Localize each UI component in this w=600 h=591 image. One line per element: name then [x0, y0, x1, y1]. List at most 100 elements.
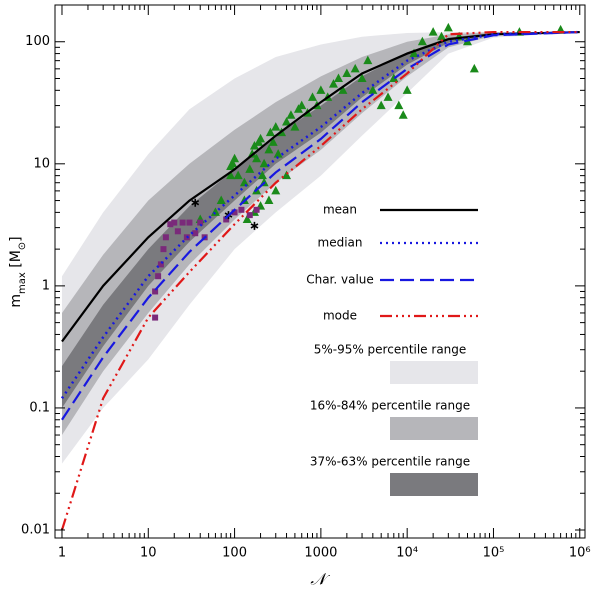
- triangle-point: [290, 122, 300, 131]
- triangle-point: [328, 79, 338, 88]
- legend-swatch: [390, 473, 478, 496]
- square-point: [246, 212, 253, 219]
- y-tick-label: 0.01: [21, 523, 50, 538]
- triangle-point: [333, 73, 343, 82]
- triangle-point: [286, 110, 296, 119]
- square-point: [152, 314, 159, 321]
- y-tick-label: 1: [42, 278, 50, 293]
- x-tick-label: 10⁴: [396, 546, 418, 561]
- x-tick-label: 1: [58, 546, 66, 561]
- plot-frame: [54, 4, 586, 539]
- square-point: [253, 206, 260, 213]
- triangle-point: [297, 100, 307, 110]
- y-tick-label: 0.1: [29, 400, 50, 415]
- triangle-point: [402, 85, 412, 94]
- legend-label: median: [318, 236, 363, 250]
- triangle-point: [273, 149, 283, 158]
- y-axis-label-part: [M: [8, 250, 24, 272]
- triangle-point: [256, 133, 266, 143]
- square-point: [238, 206, 245, 213]
- triangle-point: [268, 137, 278, 146]
- legend-label: 5%-95% percentile range: [314, 343, 467, 357]
- triangle-point: [376, 100, 386, 110]
- legend-swatch: [390, 417, 478, 440]
- y-tick-label: 100: [25, 34, 50, 49]
- y-axis-label-part: ⊙: [17, 242, 28, 250]
- triangle-point: [210, 207, 220, 216]
- y-axis-label-part: ]: [8, 236, 24, 241]
- x-tick-label: 10⁵: [483, 546, 505, 561]
- x-tick-label: 1000: [304, 546, 337, 561]
- triangle-point: [383, 92, 393, 101]
- triangle-point: [265, 127, 275, 137]
- triangle-point: [257, 170, 267, 180]
- triangle-point: [264, 195, 274, 205]
- triangle-point: [469, 63, 479, 73]
- legend-swatch: [390, 361, 478, 384]
- square-point: [162, 234, 169, 241]
- square-point: [155, 273, 162, 280]
- triangle-point: [428, 27, 438, 36]
- asterisk-point: [191, 198, 200, 207]
- triangle-point: [437, 31, 447, 41]
- triangle-point: [409, 48, 419, 58]
- triangle-point: [443, 22, 453, 32]
- triangle-point: [264, 144, 274, 154]
- series-line: [61, 30, 580, 343]
- triangle-point: [226, 170, 236, 180]
- triangle-point: [245, 164, 255, 173]
- asterisk-point: [250, 221, 259, 230]
- square-point: [157, 261, 164, 268]
- triangle-point: [282, 117, 292, 126]
- triangle-point: [308, 92, 318, 101]
- triangle-point: [230, 153, 240, 163]
- legend-label: mode: [323, 309, 357, 323]
- series-line: [60, 30, 580, 531]
- triangle-point: [357, 73, 367, 82]
- triangle-point: [342, 68, 352, 77]
- triangle-point: [363, 55, 373, 65]
- square-point: [223, 216, 230, 223]
- triangle-point: [239, 177, 249, 187]
- triangle-point: [398, 110, 408, 119]
- y-axis-label: mmax [M⊙]: [8, 236, 28, 307]
- square-point: [179, 219, 186, 226]
- x-tick-label: 10⁶: [569, 546, 591, 561]
- triangle-point: [316, 85, 326, 94]
- x-tick-label: 100: [222, 546, 247, 561]
- square-point: [231, 209, 238, 216]
- triangle-point: [216, 195, 226, 205]
- triangle-point: [338, 85, 348, 94]
- triangle-point: [271, 185, 281, 195]
- triangle-point: [282, 170, 292, 180]
- y-tick-label: 10: [33, 156, 50, 171]
- square-point: [192, 230, 199, 237]
- x-axis-label: 𝒩: [310, 570, 330, 589]
- square-point: [174, 228, 181, 235]
- triangle-point: [252, 153, 262, 163]
- triangle-point: [259, 158, 269, 168]
- triangle-point: [226, 161, 236, 171]
- y-axis-label-part: m: [8, 294, 24, 308]
- legend-label: Char. value: [306, 273, 374, 287]
- square-point: [171, 219, 178, 226]
- square-point: [186, 219, 193, 226]
- percentile-band: [61, 32, 580, 408]
- triangle-point: [233, 170, 243, 180]
- triangle-point: [368, 85, 378, 94]
- triangle-point: [271, 122, 281, 131]
- triangle-point: [389, 73, 399, 82]
- legend-label: mean: [323, 203, 357, 217]
- square-point: [167, 221, 174, 228]
- legend-label: 37%-63% percentile range: [310, 455, 470, 469]
- square-point: [160, 246, 167, 253]
- x-tick-label: 10: [140, 546, 157, 561]
- y-axis-label-part: max: [17, 272, 28, 294]
- triangle-point: [350, 63, 360, 73]
- triangle-point: [394, 100, 404, 110]
- triangle-point: [242, 214, 252, 223]
- square-point: [197, 219, 204, 226]
- square-point: [152, 288, 159, 295]
- triangle-point: [417, 36, 427, 46]
